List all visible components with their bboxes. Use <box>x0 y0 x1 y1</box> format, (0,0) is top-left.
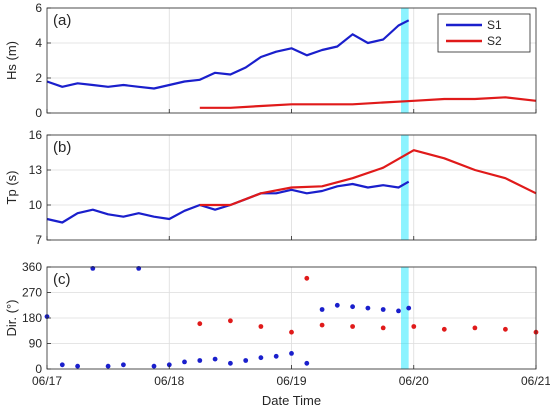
series-line-s1 <box>46 19 410 90</box>
panel-label: (b) <box>53 139 71 156</box>
y-axis-label: Dir. (°) <box>4 300 19 337</box>
y-axis-label: Hs (m) <box>4 41 19 80</box>
data-point <box>258 355 264 361</box>
data-point <box>411 324 417 329</box>
x-tick-label: 06/19 <box>276 374 306 388</box>
data-point <box>289 351 294 356</box>
y-tick-label: 7 <box>35 233 42 247</box>
series-line-s2 <box>199 96 537 109</box>
data-point <box>380 307 386 312</box>
data-point <box>319 307 325 312</box>
data-point <box>228 360 233 366</box>
x-tick-label: 06/20 <box>399 374 429 388</box>
y-tick-label: 16 <box>29 128 43 142</box>
y-tick-label: 180 <box>22 311 42 325</box>
data-point <box>472 325 478 331</box>
highlight-band <box>401 135 409 240</box>
series-points-s2 <box>197 275 539 335</box>
data-point <box>503 326 508 332</box>
y-tick-label: 360 <box>22 260 42 274</box>
data-point <box>197 321 203 327</box>
legend-label-s1: S1 <box>487 18 502 32</box>
data-point <box>406 305 412 311</box>
y-tick-label: 0 <box>35 106 42 120</box>
data-point <box>243 358 249 363</box>
legend-box <box>437 13 531 53</box>
series-line-s2 <box>199 149 537 207</box>
panel-label: (a) <box>53 12 71 29</box>
y-tick-label: 4 <box>35 36 42 50</box>
data-point <box>258 324 264 329</box>
data-point <box>289 329 294 335</box>
x-tick-label: 06/18 <box>154 374 184 388</box>
data-point <box>151 363 157 369</box>
y-tick-label: 270 <box>22 286 42 300</box>
data-point <box>304 360 310 366</box>
y-axis-label: Tp (s) <box>4 171 19 205</box>
data-point <box>350 304 355 310</box>
data-point <box>59 362 65 368</box>
legend-label-s2: S2 <box>487 34 502 48</box>
data-point <box>212 356 218 362</box>
y-tick-label: 0 <box>35 362 42 376</box>
data-point <box>319 322 325 328</box>
data-point <box>273 353 279 359</box>
data-point <box>441 326 447 332</box>
x-tick-label: 06/21 <box>521 374 550 388</box>
data-point <box>121 362 126 368</box>
data-point <box>166 362 172 368</box>
panel-label: (c) <box>53 271 71 288</box>
data-point <box>228 318 233 324</box>
y-tick-label: 13 <box>29 163 43 177</box>
y-tick-label: 10 <box>29 198 43 212</box>
y-tick-label: 90 <box>29 337 43 351</box>
x-tick-label: 06/17 <box>32 374 62 388</box>
y-tick-label: 6 <box>35 1 42 15</box>
data-point <box>75 363 80 369</box>
data-point <box>396 308 401 314</box>
x-axis-label: Date Time <box>262 393 321 408</box>
data-point <box>197 358 203 363</box>
highlight-band <box>401 267 409 369</box>
data-point <box>365 305 371 311</box>
data-point <box>304 275 310 281</box>
data-point <box>380 325 386 331</box>
data-point <box>334 302 340 308</box>
data-point <box>350 324 355 329</box>
highlight-band <box>401 8 409 113</box>
data-point <box>105 363 111 369</box>
data-point <box>182 359 187 365</box>
series-points-s1 <box>44 266 412 369</box>
y-tick-label: 2 <box>35 71 42 85</box>
